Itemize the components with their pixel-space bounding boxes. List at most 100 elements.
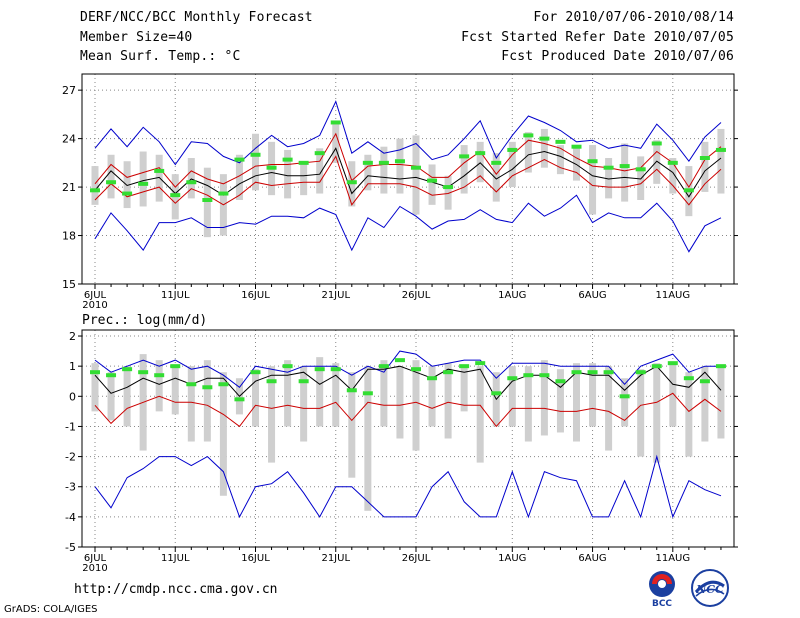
prec-ytick-label: -4 — [65, 511, 76, 524]
temp-observed-mark — [475, 151, 486, 156]
temp-observed-mark — [138, 181, 149, 186]
prec-ensemble-box — [316, 357, 324, 427]
temp-observed-mark — [507, 147, 518, 152]
temp-ytick-label: 24 — [62, 133, 76, 146]
temp-ensemble-box — [364, 154, 372, 191]
prec-observed-mark — [314, 367, 325, 372]
temp-observed-mark — [346, 180, 357, 185]
temp-observed-mark — [250, 152, 261, 157]
temp-line-mean — [94, 147, 722, 198]
temp-ytick-label: 15 — [62, 278, 76, 291]
prec-observed-mark — [378, 364, 389, 369]
prec-ensemble-box — [203, 360, 211, 442]
temp-xtick-label: 11JUL — [161, 290, 190, 301]
temp-observed-mark — [378, 160, 389, 165]
grads-credit: GrADS: COLA/IGES — [4, 604, 98, 615]
prec-ytick-label: 2 — [69, 330, 76, 343]
prec-observed-mark — [282, 364, 293, 369]
prec-ensemble-box — [524, 366, 532, 442]
temp-observed-mark — [555, 139, 566, 144]
prec-ensemble-box — [573, 363, 580, 442]
prec-ensemble-box — [653, 363, 661, 463]
prec-ensemble-box — [187, 366, 195, 442]
temp-ensemble-box — [556, 145, 564, 175]
prec-xtick-label: 26JUL — [402, 553, 431, 564]
temp-ensemble-box — [123, 161, 131, 209]
temp-ensemble-box — [701, 141, 709, 192]
temp-ensemble-box — [396, 138, 404, 194]
chart-title: DERF/NCC/BCC Monthly Forecast — [80, 10, 313, 25]
prec-ensemble-box — [476, 366, 484, 463]
temp-ensemble-box — [412, 135, 420, 215]
temp-ensemble-box — [508, 141, 516, 188]
temp-line-max — [94, 194, 722, 253]
prec-ensemble-box — [332, 363, 340, 427]
prec-ensemble-box — [460, 366, 468, 412]
prec-ensemble-box — [284, 360, 292, 427]
prec-observed-mark — [362, 391, 373, 396]
prec-ensemble-box — [637, 369, 645, 457]
prec-observed-mark — [587, 370, 598, 375]
temp-observed-mark — [362, 160, 373, 165]
temp-ensemble-box — [187, 158, 195, 199]
forecast-period: For 2010/07/06-2010/08/14 — [533, 10, 734, 25]
temp-xtick-label: 16JUL — [241, 290, 270, 301]
temp-observed-mark — [154, 168, 165, 173]
temp-observed-mark — [459, 154, 470, 159]
temp-observed-mark — [234, 157, 245, 162]
footer-url[interactable]: http://cmdp.ncc.cma.gov.cn — [74, 582, 278, 597]
ncc-logo-text: NCC — [695, 583, 724, 596]
prec-ytick-label: -2 — [65, 451, 76, 464]
temp-ensemble-box — [316, 148, 324, 194]
prec-ytick-label: 1 — [69, 360, 76, 373]
prec-ensemble-box — [508, 366, 516, 427]
temp-ensemble-box — [284, 149, 292, 199]
temp-observed-mark — [330, 120, 341, 125]
member-size: Member Size=40 — [80, 30, 193, 45]
prec-ensemble-box — [300, 366, 308, 442]
temp-observed-mark — [90, 188, 100, 193]
temp-observed-mark — [266, 165, 277, 170]
temp-observed-mark — [539, 136, 550, 141]
prec-line-max — [94, 350, 721, 388]
prec-observed-mark — [266, 379, 277, 384]
temp-ensemble-box — [107, 154, 115, 199]
prec-ensemble-box — [540, 360, 548, 436]
temp-ensemble-box — [540, 128, 548, 168]
prec-ytick-label: 0 — [69, 390, 76, 403]
temp-line-lower — [94, 155, 722, 206]
temp-xtick-label: 6JUL — [84, 290, 107, 301]
temp-observed-mark — [587, 159, 598, 164]
temp-ensemble-box — [476, 141, 484, 183]
temp-observed-mark — [298, 160, 309, 165]
prec-observed-mark — [507, 376, 518, 381]
prec-ensemble-box — [701, 366, 709, 442]
prec-observed-mark — [346, 388, 357, 393]
temp-ensemble-box — [235, 154, 243, 200]
prec-observed-mark — [427, 376, 438, 381]
temp-xtick-label: 2010 — [82, 300, 107, 311]
prec-observed-mark — [298, 379, 309, 384]
prec-ensemble-box — [91, 363, 99, 412]
forecast-started: Fcst Started Refer Date 2010/07/05 — [461, 30, 734, 45]
temp-observed-mark — [443, 185, 454, 190]
prec-ytick-label: -5 — [65, 541, 76, 554]
prec-ensemble-box — [155, 360, 163, 412]
prec-line-lower — [94, 392, 722, 428]
temp-ensemble-box — [428, 164, 436, 205]
prec-observed-mark — [539, 373, 550, 378]
prec-ensemble-box — [621, 378, 629, 427]
prec-observed-mark — [683, 376, 694, 381]
temp-ensemble-box — [332, 120, 340, 163]
temp-ensemble-box — [621, 143, 629, 202]
prec-observed-mark — [555, 379, 566, 384]
temp-ensemble-box — [605, 158, 613, 199]
bcc-logo: BCC — [649, 571, 675, 608]
prec-observed-mark — [411, 367, 421, 372]
prec-observed-mark — [250, 370, 261, 375]
temp-observed-mark — [619, 164, 630, 169]
ncc-logo: NCC — [691, 569, 729, 607]
prec-observed-mark — [106, 373, 117, 378]
prec-observed-mark — [523, 373, 534, 378]
